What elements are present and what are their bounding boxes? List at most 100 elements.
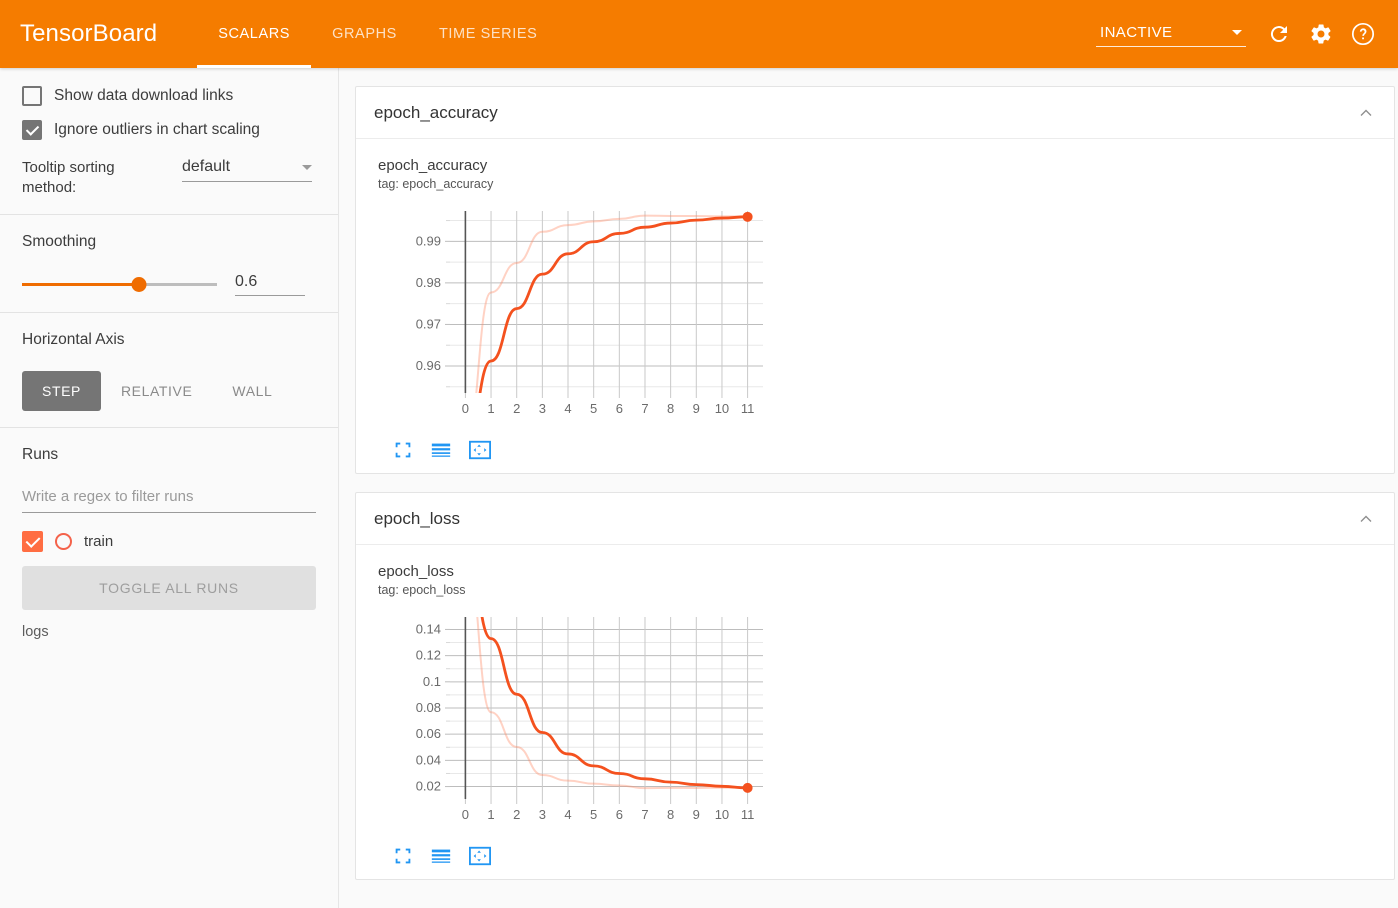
- svg-text:10: 10: [715, 401, 729, 416]
- chart-toolbar: [392, 439, 1394, 461]
- svg-text:0.96: 0.96: [416, 358, 441, 373]
- card-epoch-accuracy: epoch_accuracy epoch_accuracy tag: epoch…: [355, 86, 1395, 474]
- svg-text:3: 3: [539, 807, 546, 822]
- svg-text:0.14: 0.14: [416, 621, 441, 636]
- logs-label: logs: [22, 624, 49, 640]
- tab-graphs[interactable]: GRAPHS: [332, 26, 397, 42]
- svg-text:0: 0: [462, 807, 469, 822]
- chevron-up-icon[interactable]: [1356, 509, 1376, 529]
- run-color-swatch: [55, 533, 72, 550]
- chart-tag: tag: epoch_loss: [378, 583, 466, 597]
- chart-loss[interactable]: 0.02 0.04 0.06 0.08 0.1 0.12 0.14 0 1 2 3 4 5 6 7 8 9 10 1…: [378, 607, 1394, 839]
- svg-text:0.04: 0.04: [416, 752, 441, 767]
- settings-sidebar: Show data download links Ignore outliers…: [0, 68, 339, 908]
- horizontal-axis-section: Horizontal Axis STEP RELATIVE WALL: [0, 313, 338, 427]
- app-brand: TensorBoard: [20, 20, 158, 47]
- toggle-all-runs-button[interactable]: TOGGLE ALL RUNS: [22, 566, 316, 610]
- svg-text:8: 8: [667, 807, 674, 822]
- svg-text:7: 7: [641, 807, 648, 822]
- card-body: epoch_loss tag: epoch_loss 0.02 0.04 0.06 0…: [356, 545, 1394, 879]
- refresh-icon[interactable]: [1262, 17, 1296, 51]
- chevron-down-icon: [1232, 29, 1242, 35]
- slider-thumb[interactable]: [131, 277, 147, 292]
- smoothing-label: Smoothing: [22, 233, 97, 250]
- card-header[interactable]: epoch_accuracy: [356, 87, 1394, 139]
- checkbox-checked-icon[interactable]: [22, 120, 42, 140]
- app-header: TensorBoard SCALARS GRAPHS TIME SERIES I…: [0, 0, 1398, 68]
- runs-label: Runs: [22, 446, 59, 463]
- run-name-label: train: [84, 533, 114, 550]
- smoothing-section: Smoothing 0.6: [0, 215, 338, 312]
- chevron-down-icon: [302, 164, 312, 170]
- svg-text:2: 2: [513, 807, 520, 822]
- svg-text:0: 0: [462, 401, 469, 416]
- svg-text:10: 10: [715, 807, 729, 822]
- smoothing-slider[interactable]: [22, 276, 217, 294]
- show-download-links-label: Show data download links: [54, 87, 234, 104]
- tab-scalars[interactable]: SCALARS: [197, 0, 311, 68]
- card-header[interactable]: epoch_loss: [356, 493, 1394, 545]
- tab-time-series[interactable]: TIME SERIES: [438, 26, 538, 42]
- data-table-icon[interactable]: [430, 845, 452, 867]
- chart-accuracy[interactable]: 0.96 0.97 0.98 0.99 0 1 2 3 4 5 6 7 8 9 10 11: [378, 201, 1394, 433]
- gear-icon[interactable]: [1304, 17, 1338, 51]
- smoothing-controls: 0.6: [22, 273, 316, 296]
- fit-domain-icon[interactable]: [468, 845, 492, 867]
- svg-text:0.99: 0.99: [416, 233, 441, 248]
- axis-option-relative[interactable]: RELATIVE: [120, 383, 193, 399]
- chart-title: epoch_loss: [378, 563, 454, 580]
- svg-text:0.02: 0.02: [416, 779, 441, 794]
- chart-title: epoch_accuracy: [378, 157, 488, 174]
- svg-text:1: 1: [487, 807, 494, 822]
- svg-text:0.06: 0.06: [416, 726, 441, 741]
- svg-text:5: 5: [590, 401, 597, 416]
- divider: [0, 312, 338, 313]
- card-body: epoch_accuracy tag: epoch_accuracy 0.96 0…: [356, 139, 1394, 473]
- svg-text:9: 9: [693, 807, 700, 822]
- svg-text:9: 9: [693, 401, 700, 416]
- checkbox-icon[interactable]: [22, 86, 42, 106]
- expand-icon[interactable]: [392, 439, 414, 461]
- svg-text:0.1: 0.1: [423, 674, 441, 689]
- fit-domain-icon[interactable]: [468, 439, 492, 461]
- svg-text:3: 3: [539, 401, 546, 416]
- header-actions: INACTIVE: [1096, 17, 1398, 51]
- ignore-outliers-row[interactable]: Ignore outliers in chart scaling: [22, 120, 316, 140]
- checkbox-checked-icon[interactable]: [22, 531, 43, 552]
- svg-text:6: 6: [616, 807, 623, 822]
- tooltip-sorting-value: default: [182, 158, 231, 175]
- data-table-icon[interactable]: [430, 439, 452, 461]
- card-epoch-loss: epoch_loss epoch_loss tag: epoch_loss 0.…: [355, 492, 1395, 880]
- tooltip-sorting-select[interactable]: default: [182, 158, 312, 182]
- run-item-train[interactable]: train: [22, 531, 316, 552]
- svg-text:2: 2: [513, 401, 520, 416]
- show-download-links-row[interactable]: Show data download links: [22, 86, 316, 106]
- svg-text:0.97: 0.97: [416, 316, 441, 331]
- svg-text:6: 6: [616, 401, 623, 416]
- card-title: epoch_loss: [374, 508, 461, 528]
- charts-area: epoch_accuracy epoch_accuracy tag: epoch…: [339, 68, 1398, 908]
- expand-icon[interactable]: [392, 845, 414, 867]
- tooltip-sorting-row: Tooltip sorting method: default: [22, 158, 316, 198]
- help-icon[interactable]: [1346, 17, 1380, 51]
- runs-filter-input[interactable]: [22, 486, 316, 513]
- svg-text:0.12: 0.12: [416, 648, 441, 663]
- axis-option-step[interactable]: STEP: [22, 371, 101, 411]
- svg-text:5: 5: [590, 807, 597, 822]
- smoothing-value-input[interactable]: 0.6: [235, 273, 305, 296]
- svg-text:7: 7: [641, 401, 648, 416]
- svg-text:0.08: 0.08: [416, 700, 441, 715]
- runs-section: Runs train TOGGLE ALL RUNS logs: [0, 428, 338, 656]
- reload-state-value: INACTIVE: [1100, 23, 1173, 41]
- chart-tag: tag: epoch_accuracy: [378, 177, 494, 191]
- svg-text:8: 8: [667, 401, 674, 416]
- svg-text:11: 11: [741, 401, 755, 416]
- card-title: epoch_accuracy: [374, 102, 498, 122]
- axis-option-wall[interactable]: WALL: [232, 383, 273, 399]
- display-options-section: Show data download links Ignore outliers…: [0, 68, 338, 214]
- reload-state-select[interactable]: INACTIVE: [1096, 22, 1246, 47]
- slider-track-fill: [22, 283, 139, 286]
- chevron-up-icon[interactable]: [1356, 103, 1376, 123]
- divider: [0, 214, 338, 215]
- svg-text:0.98: 0.98: [416, 275, 441, 290]
